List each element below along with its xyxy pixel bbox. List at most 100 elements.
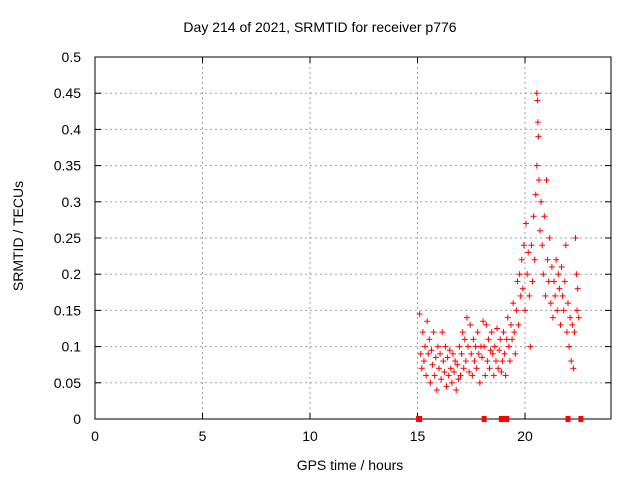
data-point <box>447 365 454 372</box>
data-point <box>424 318 431 325</box>
data-point <box>463 314 470 321</box>
data-point <box>495 365 502 372</box>
data-point <box>434 343 441 350</box>
data-point <box>474 329 481 336</box>
data-point <box>505 343 512 350</box>
data-point <box>520 242 527 249</box>
data-point <box>472 343 479 350</box>
data-point <box>428 347 435 354</box>
data-point <box>488 329 495 336</box>
y-tick-label: 0.3 <box>62 194 82 210</box>
data-point <box>544 256 551 263</box>
data-point <box>565 416 571 422</box>
data-point <box>436 365 442 372</box>
data-point <box>484 358 491 365</box>
data-point <box>501 350 508 357</box>
data-point <box>575 314 582 321</box>
data-point <box>517 292 524 299</box>
x-axis-label: GPS time / hours <box>296 457 404 473</box>
data-point <box>420 358 427 365</box>
data-point <box>500 329 507 336</box>
data-point <box>481 416 487 422</box>
data-point <box>480 318 487 325</box>
data-point <box>549 314 556 321</box>
data-point <box>455 376 462 383</box>
data-point <box>556 285 563 292</box>
data-point <box>445 372 452 379</box>
data-point <box>438 376 445 383</box>
data-point <box>423 372 430 379</box>
y-tick-label: 0.35 <box>54 158 81 174</box>
data-point <box>460 365 467 372</box>
data-point <box>524 271 531 278</box>
data-point <box>466 368 473 375</box>
data-point <box>449 350 456 357</box>
data-point <box>417 416 423 422</box>
data-point <box>483 321 490 328</box>
data-point <box>419 329 426 336</box>
data-point <box>540 271 547 278</box>
ticks: 0 5 10 15 20 0 0.05 0.1 0.15 0.2 0.25 0.3 0.35 0.4 0.4… <box>54 49 611 444</box>
data-point <box>554 307 561 314</box>
data-point <box>444 354 451 361</box>
data-point <box>440 358 447 365</box>
data-point <box>485 336 492 343</box>
data-point <box>453 387 460 394</box>
data-point <box>542 292 549 299</box>
data-point <box>525 249 532 256</box>
data-point <box>422 343 429 350</box>
data-point <box>475 350 482 357</box>
axes <box>94 56 612 420</box>
data-point <box>519 285 526 292</box>
data-point <box>441 368 448 375</box>
y-tick-label: 0.2 <box>62 266 82 282</box>
data-point <box>492 358 499 365</box>
data-point <box>497 336 504 343</box>
data-point <box>459 329 466 336</box>
data-point <box>498 368 505 375</box>
data-point <box>573 271 580 278</box>
data-point <box>458 350 465 357</box>
data-point <box>535 177 542 184</box>
x-tick-label: 0 <box>91 428 99 444</box>
data-point <box>490 372 497 379</box>
y-tick-label: 0.05 <box>54 375 81 391</box>
data-point <box>499 358 506 365</box>
data-point <box>562 242 569 249</box>
data-point <box>529 278 536 285</box>
data-point <box>535 133 542 140</box>
data-point <box>456 343 463 350</box>
data-point <box>418 365 425 372</box>
chart-title: Day 214 of 2021, SRMTID for receiver p77… <box>183 19 457 35</box>
data-point <box>539 242 546 249</box>
data-point <box>504 314 511 321</box>
y-tick-label: 0.45 <box>54 85 81 101</box>
data-point <box>494 325 501 332</box>
data-point <box>516 271 523 278</box>
x-tick-label: 5 <box>199 428 207 444</box>
data-point <box>546 235 553 241</box>
data-point <box>570 365 577 372</box>
plot-border <box>94 56 612 420</box>
data-point <box>551 278 558 285</box>
data-point <box>479 354 485 361</box>
data-point <box>443 383 450 390</box>
x-tick-label: 15 <box>410 428 426 444</box>
data-point <box>532 191 539 198</box>
data-point <box>486 365 493 372</box>
data-point <box>515 321 522 328</box>
data-point <box>451 368 458 375</box>
data-point <box>462 358 469 365</box>
data-point <box>569 321 576 328</box>
x-tick-label: 20 <box>517 428 533 444</box>
data-point <box>473 365 480 372</box>
data-point <box>559 292 566 299</box>
data-point <box>513 307 520 314</box>
data-point <box>534 97 541 104</box>
data-point <box>465 343 472 350</box>
data-point <box>571 329 578 336</box>
data-point <box>496 347 503 354</box>
y-tick-label: 0.1 <box>62 339 82 355</box>
data-point <box>565 300 571 307</box>
